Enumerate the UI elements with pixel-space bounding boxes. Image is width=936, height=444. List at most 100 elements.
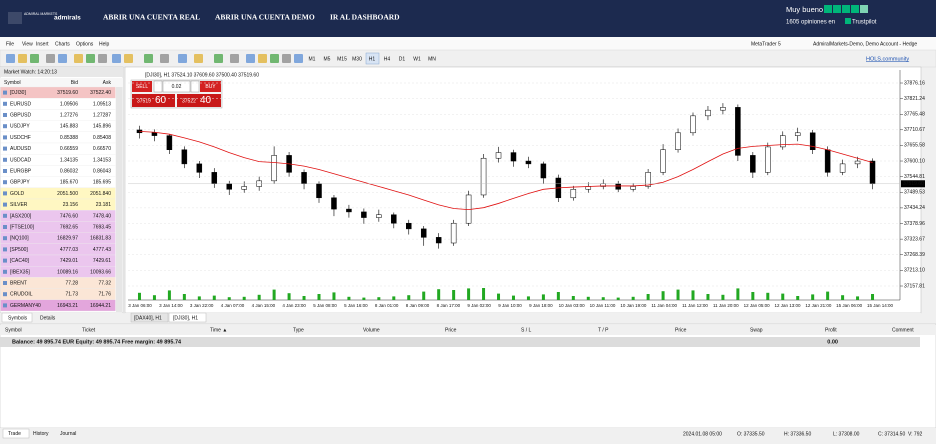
toolbar-icon[interactable] bbox=[270, 54, 279, 63]
mw-symbol[interactable]: USDJPY bbox=[10, 124, 30, 130]
tab-active[interactable] bbox=[2, 428, 30, 439]
mw-symbol[interactable]: EURUSD bbox=[10, 101, 32, 107]
mw-bid[interactable]: 1.09506 bbox=[60, 101, 78, 107]
mw-ask[interactable]: 37522.40 bbox=[90, 90, 111, 96]
toolbar-icon[interactable] bbox=[6, 54, 15, 63]
timeframe[interactable]: MN bbox=[428, 56, 436, 62]
mw-ask[interactable]: 10093.66 bbox=[90, 269, 111, 275]
mw-ask[interactable]: 0.66570 bbox=[93, 146, 111, 152]
mw-ask[interactable]: 2051.840 bbox=[90, 191, 111, 197]
mw-ask[interactable]: 0.86043 bbox=[93, 169, 111, 175]
mw-bid[interactable]: 16943.21 bbox=[57, 303, 78, 309]
menu-item[interactable]: File bbox=[6, 41, 14, 47]
terminal-tab[interactable]: Trade bbox=[8, 431, 21, 437]
mw-ask[interactable]: 1.09513 bbox=[93, 101, 111, 107]
mw-bid[interactable]: 77.28 bbox=[65, 281, 78, 287]
terminal-tab[interactable]: History bbox=[33, 431, 49, 437]
banner-link[interactable]: ABRIR UNA CUENTA DEMO bbox=[215, 13, 315, 22]
scrollbar[interactable] bbox=[116, 87, 122, 312]
mw-bid[interactable]: 10089.16 bbox=[57, 269, 78, 275]
banner-link[interactable]: ABRIR UNA CUENTA REAL bbox=[103, 13, 200, 22]
mw-row[interactable] bbox=[0, 299, 116, 312]
mw-bid[interactable]: 4777.03 bbox=[60, 247, 78, 253]
mw-tab[interactable]: Details bbox=[40, 315, 56, 321]
mw-symbol[interactable]: GERMANY40 bbox=[10, 303, 41, 309]
mw-symbol[interactable]: [DJI30] bbox=[10, 90, 26, 96]
menu-item[interactable]: View bbox=[22, 41, 33, 47]
toolbar-icon[interactable] bbox=[74, 54, 83, 63]
mw-symbol[interactable]: USDCAD bbox=[10, 157, 32, 163]
mw-ask[interactable]: 4777.43 bbox=[93, 247, 111, 253]
mw-symbol[interactable]: [ASX200] bbox=[10, 213, 32, 219]
toolbar-icon[interactable] bbox=[194, 54, 203, 63]
lot-up[interactable] bbox=[190, 80, 200, 93]
mw-symbol[interactable]: [NQ100] bbox=[10, 236, 29, 242]
mw-ask[interactable]: 185.695 bbox=[93, 180, 111, 186]
lot-input[interactable] bbox=[162, 80, 191, 93]
lot-value[interactable]: 0.02 bbox=[172, 84, 182, 90]
sell-price-big[interactable]: 37519 bbox=[137, 98, 151, 104]
timeframe[interactable]: H1 bbox=[369, 56, 376, 62]
mw-bid[interactable]: 2051.500 bbox=[57, 191, 78, 197]
mw-symbol[interactable]: [IBEX35] bbox=[10, 269, 30, 275]
mw-ask[interactable]: 1.27287 bbox=[93, 113, 111, 119]
toolbar-icon[interactable] bbox=[230, 54, 239, 63]
mw-ask[interactable]: 71.76 bbox=[98, 292, 111, 298]
mw-ask[interactable]: 77.32 bbox=[98, 281, 111, 287]
mw-symbol[interactable]: USDCHF bbox=[10, 135, 31, 141]
toolbar-icon[interactable] bbox=[124, 54, 133, 63]
mw-bid[interactable]: 145.883 bbox=[60, 124, 78, 130]
mw-ask[interactable]: 23.181 bbox=[96, 202, 112, 208]
mw-bid[interactable]: 1.34135 bbox=[60, 157, 78, 163]
timeframe[interactable]: M30 bbox=[352, 56, 362, 62]
toolbar-icon[interactable] bbox=[282, 54, 291, 63]
menu-item[interactable]: Options bbox=[76, 41, 94, 47]
mw-ask[interactable]: 1.34153 bbox=[93, 157, 111, 163]
mw-symbol[interactable]: AUDUSD bbox=[10, 146, 32, 152]
mw-symbol[interactable]: [CAC40] bbox=[10, 258, 30, 264]
menu-item[interactable]: Help bbox=[99, 41, 110, 47]
timeframe[interactable]: M5 bbox=[324, 56, 331, 62]
chart-tab[interactable] bbox=[130, 312, 169, 323]
mw-bid[interactable]: 185.670 bbox=[60, 180, 78, 186]
chart-tab-label[interactable]: [DJI30], H1 bbox=[173, 315, 198, 321]
menu-item[interactable]: Insert bbox=[36, 41, 49, 47]
terminal-tab[interactable]: Journal bbox=[60, 431, 76, 437]
mw-bid[interactable]: 0.85388 bbox=[60, 135, 78, 141]
mw-bid[interactable]: 71.73 bbox=[65, 292, 78, 298]
mw-bid[interactable]: 16829.97 bbox=[57, 236, 78, 242]
timeframe[interactable]: W1 bbox=[413, 56, 421, 62]
toolbar-icon[interactable] bbox=[214, 54, 223, 63]
toolbar-icon[interactable] bbox=[30, 54, 39, 63]
timeframe[interactable]: D1 bbox=[399, 56, 406, 62]
mw-bid[interactable]: 7476.60 bbox=[60, 213, 78, 219]
buy-price-small[interactable]: 40 bbox=[200, 95, 212, 106]
toolbar-icon[interactable] bbox=[58, 54, 67, 63]
mw-symbol[interactable]: GBPJPY bbox=[10, 180, 30, 186]
mw-symbol[interactable]: [SP500] bbox=[10, 247, 28, 253]
menu-item[interactable]: Charts bbox=[55, 41, 70, 47]
mw-bid[interactable]: 0.86032 bbox=[60, 169, 78, 175]
community-link[interactable]: HOLS.community bbox=[866, 56, 909, 62]
chart-tab-label[interactable]: [DAX40], H1 bbox=[134, 315, 162, 321]
mw-ask[interactable]: 145.896 bbox=[93, 124, 111, 130]
banner-link[interactable]: IR AL DASHBOARD bbox=[330, 13, 400, 22]
sell-button[interactable] bbox=[132, 81, 152, 92]
toolbar-icon[interactable] bbox=[18, 54, 27, 63]
mw-symbol[interactable]: CRUDOIL bbox=[10, 292, 33, 298]
toolbar-icon[interactable] bbox=[160, 54, 169, 63]
mw-bid[interactable]: 7692.65 bbox=[60, 225, 78, 231]
mw-symbol[interactable]: EURGBP bbox=[10, 169, 32, 175]
buy-price-box[interactable] bbox=[177, 94, 221, 107]
mw-ask[interactable]: 16944.21 bbox=[90, 303, 111, 309]
mw-ask[interactable]: 7429.61 bbox=[93, 258, 111, 264]
mw-ask[interactable]: 16831.83 bbox=[90, 236, 111, 242]
mw-symbol[interactable]: BRENT bbox=[10, 281, 27, 287]
mw-bid[interactable]: 23.156 bbox=[63, 202, 79, 208]
mw-bid[interactable]: 37519.60 bbox=[57, 90, 78, 96]
chart-tab[interactable] bbox=[168, 312, 207, 323]
timeframe[interactable]: M1 bbox=[309, 56, 316, 62]
mw-symbol[interactable]: GOLD bbox=[10, 191, 25, 197]
buy-button[interactable] bbox=[200, 81, 221, 92]
mw-symbol[interactable]: [FTSE100] bbox=[10, 225, 35, 231]
